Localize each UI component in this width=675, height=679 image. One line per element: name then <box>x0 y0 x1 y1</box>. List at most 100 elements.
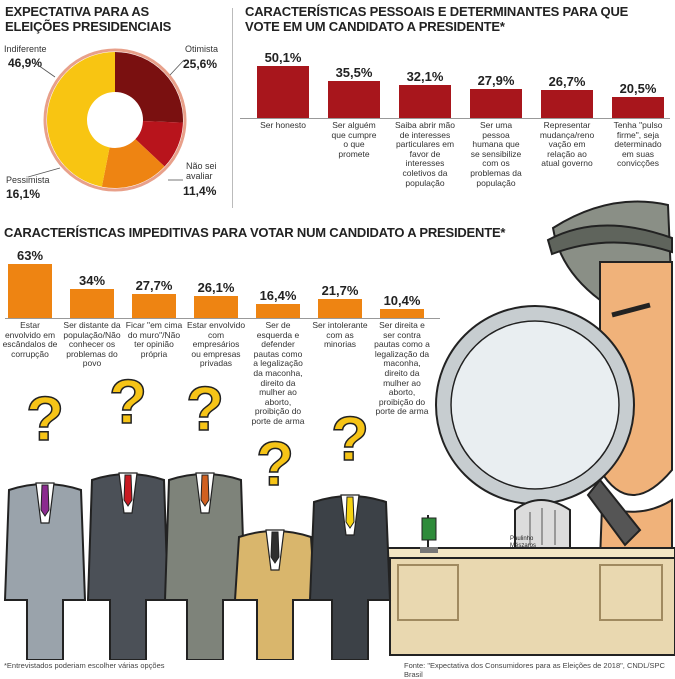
pie-label-indiferente: Indiferente <box>4 44 47 54</box>
flag-icon <box>420 515 438 553</box>
headless-suit-figure-icon <box>163 472 247 660</box>
label-line: problemas da <box>470 167 522 178</box>
bar-category-label: Ser direita e ser contra pautas como a lega… <box>372 320 432 417</box>
label-line: corrupção <box>11 348 49 359</box>
bar-category-label: Ser intolerante com as minorias <box>310 320 370 350</box>
label-line: pautas como <box>253 348 303 359</box>
label-line: coletivos da <box>402 167 448 178</box>
label-line: população/Não <box>63 329 121 340</box>
question-mark-icon: ? <box>186 375 224 444</box>
bar-value-label: 32,1% <box>406 68 444 84</box>
question-mark-icon: ? <box>26 385 64 454</box>
bar-category-label: Estar envolvido em escândalos de corrupção <box>0 320 60 359</box>
imp-bar-title: CARACTERÍSTICAS IMPEDITIVAS PARA VOTAR N… <box>4 225 506 240</box>
label-line: Estar envolvido <box>186 320 246 330</box>
pie-value-pessimista: 16,1% <box>6 187 41 201</box>
bar <box>541 90 593 118</box>
question-mark-icon: ? <box>109 368 147 437</box>
label-line: promete <box>338 148 370 159</box>
label-line: de interesses <box>399 129 451 140</box>
label-line: mulher ao <box>259 387 297 398</box>
bar-category-label: Ser distante da população/Não conhecer os p… <box>62 320 122 369</box>
pie-value-indiferente: 46,9% <box>8 56 43 70</box>
label-line: própria <box>140 348 168 359</box>
label-line: população <box>476 177 516 188</box>
label-line: aborto, <box>264 396 292 407</box>
donut-chart <box>43 48 187 192</box>
label-line: porte de arma <box>375 406 429 417</box>
label-line: aborto, <box>388 387 416 398</box>
label-line: convicções <box>616 158 660 169</box>
label-line: Ser distante da <box>63 320 121 330</box>
label-line: vação em <box>548 139 586 150</box>
bar <box>612 96 664 118</box>
label-line: interesses <box>405 158 445 169</box>
pie-title-line: EXPECTATIVA PARA AS <box>5 4 150 19</box>
label-line: Tenha "pulso <box>613 120 663 130</box>
bar <box>257 66 309 118</box>
bar <box>318 299 362 318</box>
label-line: do muro"/Não <box>127 329 181 340</box>
pie-title: EXPECTATIVA PARA AS ELEIÇÕES PRESIDENCIA… <box>5 4 205 34</box>
bar-category-label: Tenha "pulso firme", seja determinado em su… <box>604 120 672 169</box>
label-line: com os <box>482 158 510 169</box>
label-line: Ser alguém <box>332 120 376 130</box>
signature-icon: Paulinho <box>510 536 534 542</box>
footer-source: Fonte: "Expectativa dos Consumidores par… <box>404 661 665 679</box>
pie-label-line: Não sei <box>186 161 217 171</box>
imp-underline <box>5 318 440 319</box>
chair-icon <box>514 499 571 549</box>
label-line: proibição do <box>254 406 302 417</box>
label-line: Ficar "em cima <box>125 320 183 330</box>
label-line: privadas <box>199 358 233 369</box>
footer-note: *Entrevistados poderiam escolher várias … <box>4 661 165 670</box>
bar <box>194 295 238 318</box>
headless-suit-figure-icon <box>86 472 170 660</box>
label-line: em suas <box>621 148 655 159</box>
bar <box>256 303 300 318</box>
label-line: direito da <box>384 367 420 378</box>
label-line: ter opinião <box>134 339 174 350</box>
top-title-line: VOTE EM UM CANDIDATO A PRESIDENTE* <box>245 19 505 34</box>
bar <box>470 89 522 118</box>
signature-icon: Mészaros <box>510 543 536 549</box>
bar-category-label: Ser honesto <box>249 120 317 131</box>
bar <box>380 309 424 318</box>
label-line: proibição do <box>378 396 426 407</box>
label-line: direito da <box>260 377 296 388</box>
bar-category-label: Saiba abrir mão de interesses particulares… <box>391 120 459 188</box>
label-line: ser contra <box>383 329 421 340</box>
label-line: Ser honesto <box>260 120 306 130</box>
label-line: com <box>207 329 225 340</box>
label-line: defender <box>261 339 295 350</box>
bar-value-label: 16,4% <box>259 287 297 303</box>
label-line: conhecer os <box>68 339 116 350</box>
label-line: da maconha, <box>253 367 303 378</box>
bar <box>399 84 451 118</box>
bar-value-label: 26,7% <box>548 74 586 90</box>
label-line: Ser direita e <box>379 320 425 330</box>
label-line: favor de <box>409 148 441 159</box>
section-underline <box>240 118 670 119</box>
bar <box>328 81 380 118</box>
label-line: Ser intolerante <box>312 320 368 330</box>
pie-label-pessimista: Pessimista <box>6 175 50 185</box>
top-bar-title: CARACTERÍSTICAS PESSOAIS E DETERMINANTES… <box>245 4 675 34</box>
bar <box>70 288 114 318</box>
pie-slice-1 <box>135 121 183 167</box>
label-line: empresários <box>192 339 240 350</box>
magnifying-glass-icon <box>435 305 642 547</box>
label-line: que cumpre <box>331 129 377 140</box>
label-line: mulher ao <box>383 377 421 388</box>
label-line: mudança/reno <box>539 129 595 140</box>
bar-value-label: 26,1% <box>197 279 235 295</box>
bar-value-label: 63% <box>16 248 44 263</box>
label-line: escândalos de <box>2 339 58 350</box>
label-line: pessoa <box>482 129 510 140</box>
pie-slice-0 <box>115 52 184 123</box>
label-line: pautas como a <box>374 339 430 350</box>
label-line: legalização da <box>374 348 430 359</box>
label-line: Ser uma <box>479 120 513 130</box>
bar-category-label: Ficar "em cima do muro"/Não ter opinião pró… <box>124 320 184 359</box>
label-line: relação ao <box>547 148 587 159</box>
